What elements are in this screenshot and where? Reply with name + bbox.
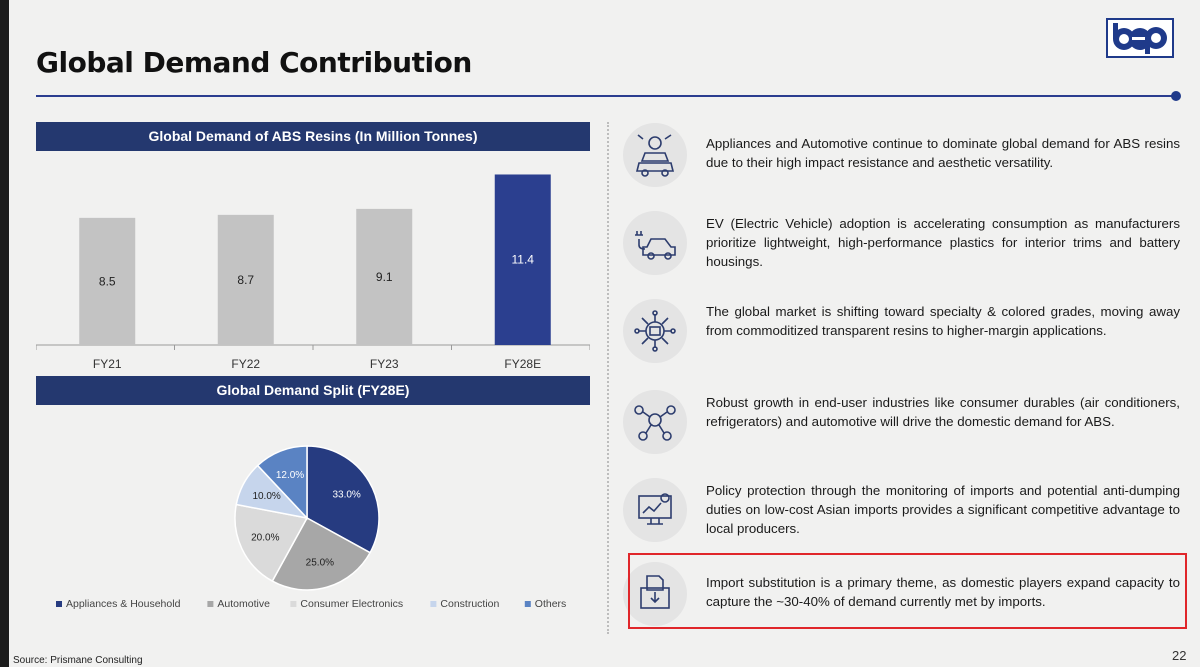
point-import-substitution: Import substitution is a primary theme, … bbox=[620, 559, 1180, 629]
pie-legend-item: Automotive bbox=[207, 598, 270, 610]
bar-value-label: 11.4 bbox=[512, 253, 535, 267]
point-text: Robust growth in end-user industries lik… bbox=[706, 395, 1180, 429]
legend-label: Construction bbox=[440, 598, 499, 610]
pie-value-label: 12.0% bbox=[276, 470, 304, 481]
point-policy-protection: Policy protection through the monitoring… bbox=[620, 475, 1180, 545]
point-end-user-growth: Robust growth in end-user industries lik… bbox=[620, 387, 1180, 457]
legend-swatch bbox=[290, 601, 297, 607]
page-number: 22 bbox=[1172, 648, 1187, 663]
title-underline-dot bbox=[1171, 91, 1181, 101]
point-text: Appliances and Automotive continue to do… bbox=[706, 136, 1180, 170]
appliance-automotive-icon bbox=[623, 123, 687, 187]
bar-chart: 8.5 FY21 8.7 FY22 9.1 FY23 11.4 FY28E bbox=[36, 174, 590, 371]
legend-label: Automotive bbox=[217, 598, 270, 610]
pie-slice-appliances-household bbox=[306, 445, 380, 554]
point-text: EV (Electric Vehicle) adoption is accele… bbox=[706, 216, 1180, 269]
pie-legend-item: Consumer Electronics bbox=[290, 598, 403, 610]
pie-chart: 33.0% 25.0% 20.0% 10.0% 12.0% Appliances & Ho… bbox=[56, 445, 567, 610]
legend-label: Others bbox=[535, 598, 567, 610]
bar-value-label: 9.1 bbox=[376, 270, 393, 284]
highlight-box bbox=[628, 553, 1187, 629]
bar-chart-banner: Global Demand of ABS Resins (In Million … bbox=[36, 122, 590, 151]
industry-network-icon bbox=[623, 390, 687, 454]
legend-swatch bbox=[56, 601, 62, 607]
page-title: Global Demand Contribution bbox=[36, 46, 472, 79]
specialty-grades-icon bbox=[623, 299, 687, 363]
title-underline bbox=[36, 95, 1174, 97]
import-substitution-icon bbox=[623, 562, 687, 626]
legend-label: Consumer Electronics bbox=[300, 598, 403, 610]
bar-fy23 bbox=[356, 208, 413, 345]
pie-slice-consumer-electronics bbox=[234, 503, 309, 583]
bar-fy28e bbox=[494, 174, 551, 345]
legend-swatch bbox=[207, 601, 214, 607]
left-edge-stripe bbox=[0, 0, 9, 667]
bar-value-label: 8.7 bbox=[237, 273, 254, 287]
pie-value-label: 10.0% bbox=[252, 491, 280, 502]
bar-fy21 bbox=[79, 217, 136, 345]
bar-value-label: 8.5 bbox=[99, 274, 116, 288]
pie-chart-banner: Global Demand Split (FY28E) bbox=[36, 376, 590, 405]
pie-legend-item: Construction bbox=[430, 598, 500, 610]
bar-fy22 bbox=[217, 214, 274, 345]
pie-value-label: 20.0% bbox=[251, 533, 279, 544]
point-text: Import substitution is a primary theme, … bbox=[706, 575, 1180, 609]
bar-category-label: FY28E bbox=[504, 357, 541, 371]
point-appliances-automotive: Appliances and Automotive continue to do… bbox=[620, 120, 1180, 190]
point-text: The global market is shifting toward spe… bbox=[706, 304, 1180, 338]
point-text: Policy protection through the monitoring… bbox=[706, 483, 1180, 536]
bar-category-label: FY22 bbox=[231, 357, 260, 371]
electric-vehicle-icon bbox=[623, 211, 687, 275]
legend-label: Appliances & Household bbox=[66, 598, 181, 610]
legend-swatch bbox=[524, 601, 531, 607]
pie-legend-item: Others bbox=[524, 598, 567, 610]
pie-slice-automotive bbox=[271, 516, 372, 591]
pie-slice-others bbox=[256, 445, 308, 520]
pie-value-label: 25.0% bbox=[306, 557, 334, 568]
company-logo bbox=[1106, 18, 1174, 58]
pie-legend-item: Appliances & Household bbox=[56, 598, 181, 610]
point-ev-adoption: EV (Electric Vehicle) adoption is accele… bbox=[620, 208, 1180, 278]
source-note: Source: Prismane Consulting bbox=[13, 655, 143, 666]
column-divider bbox=[607, 122, 609, 634]
bar-category-label: FY23 bbox=[370, 357, 399, 371]
policy-monitoring-icon bbox=[623, 478, 687, 542]
pie-value-label: 33.0% bbox=[332, 490, 360, 501]
bar-category-label: FY21 bbox=[93, 357, 122, 371]
legend-swatch bbox=[430, 601, 437, 607]
point-specialty-grades: The global market is shifting toward spe… bbox=[620, 296, 1180, 366]
